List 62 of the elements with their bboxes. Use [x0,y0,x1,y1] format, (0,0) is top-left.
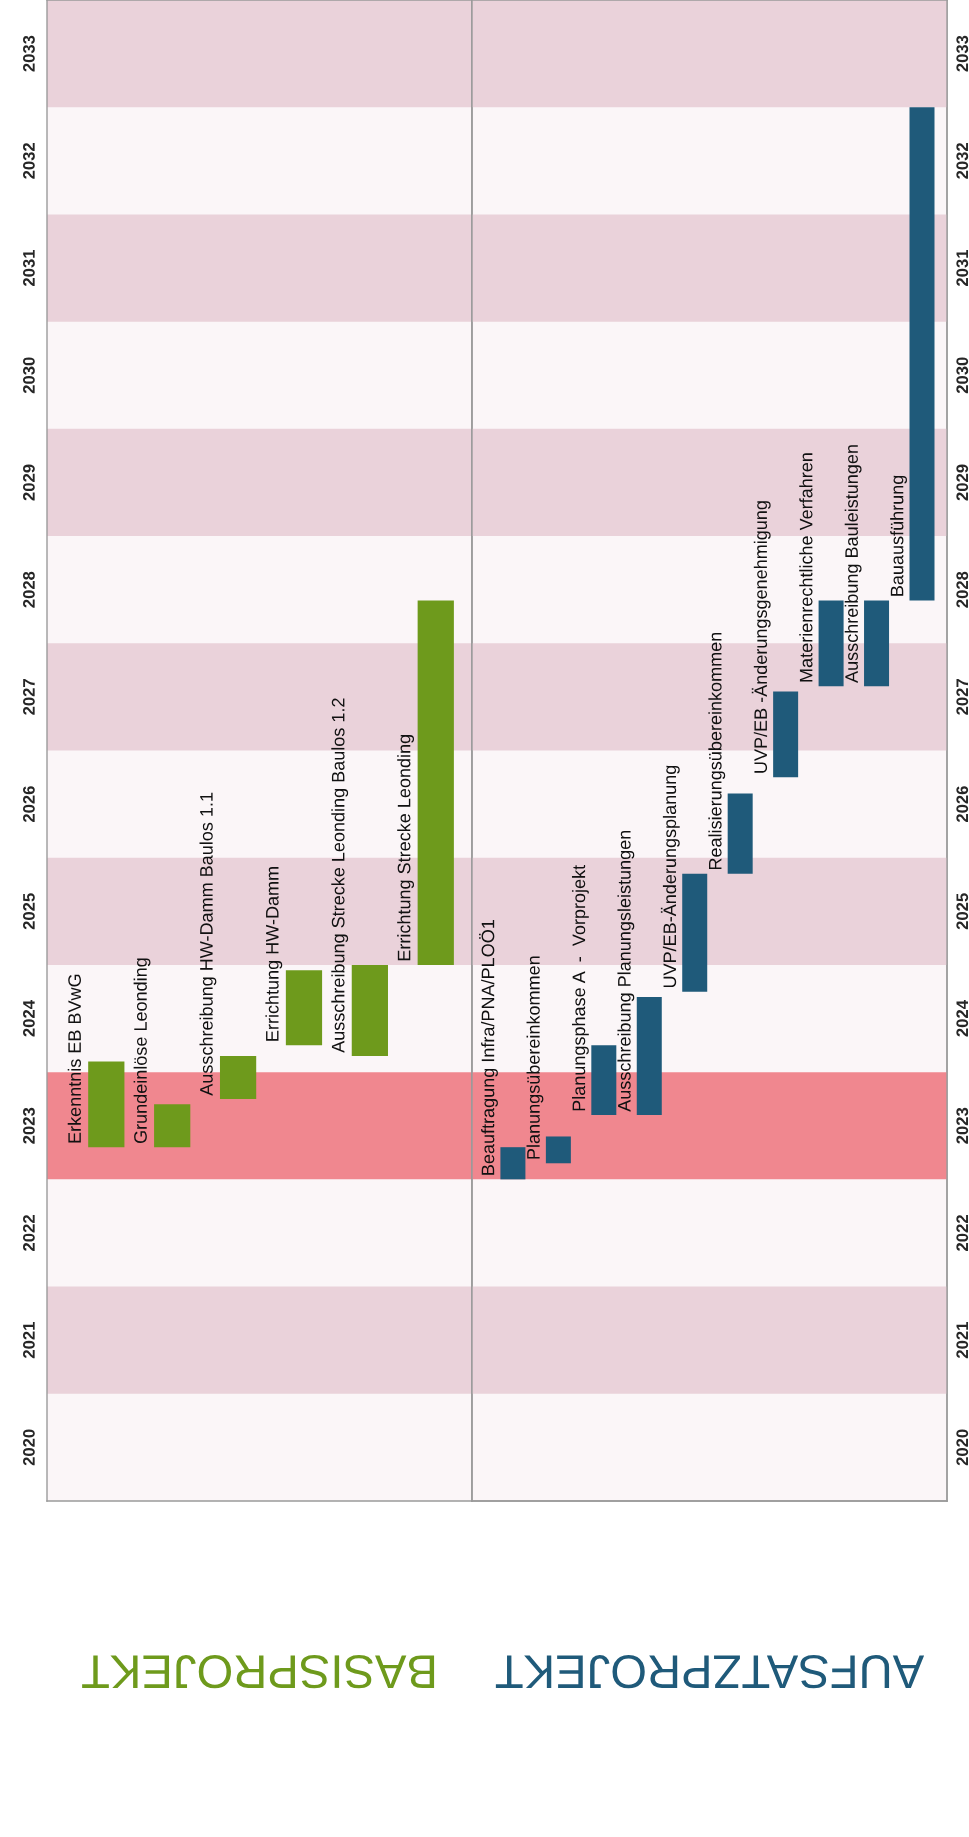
x-tick-label: Bauausführung [890,475,907,596]
y2-tick-label: 2023 [956,1107,969,1144]
y2-tick-label: 2025 [956,893,969,930]
y2-tick-label: 2026 [956,786,969,823]
bar [500,1147,526,1180]
y-tick-label: 2028 [23,571,35,608]
text: AUFSATZPROJEKT [495,1654,925,1689]
y2-tick-label: 2022 [956,1215,969,1251]
bar [909,107,935,601]
x-tick-label: Materienrechtliche Verfahren [799,453,813,682]
bar [636,997,662,1116]
x-tick-label: Errichtung HW-Damm [265,867,283,1041]
y2-tick-label: 2029 [956,464,969,501]
y-tick-label: 2025 [23,893,35,930]
x-tick-label: Beauftragung Infra/PNA/PLOÖ1 [479,920,498,1175]
y2-tick-label: 2027 [956,679,969,715]
bar [351,964,388,1057]
y2-tick-label: 2024 [956,1000,969,1037]
x-tick-label: Ausschreibung HW-Damm Baulos 1.1 [199,792,217,1096]
y-tick-label: 2032 [23,142,35,179]
bar [727,793,753,874]
x-tick-label: Erkenntnis EB BVwG [67,974,81,1143]
bar [154,1104,191,1148]
y2-tick-label: 2032 [956,142,969,179]
y2-tick-label: 2020 [956,1429,969,1466]
bar [545,1136,571,1164]
y2-tick-label: 2021 [956,1322,969,1359]
x-tick-label: Ausschreibung Bauleistungen [844,445,862,683]
y2-tick-label: 2033 [956,35,969,72]
bar [864,600,890,687]
y-tick-label: 2026 [23,786,35,823]
x-tick-label: Ausschreibung Strecke Leonding Baulos 1.2 [331,698,349,1053]
y-tick-label: 2027 [23,679,35,715]
bar [682,873,708,992]
y-tick-label: 2021 [23,1322,35,1359]
y-tick-label: 2031 [23,249,35,286]
bar [818,600,844,687]
y-tick-label: 2030 [23,357,35,394]
x-tick-label: Realisierungsübereinkommen [708,632,726,870]
y-tick-label: 2020 [23,1429,35,1466]
bar [773,691,799,778]
y-tick-label: 2024 [23,1000,35,1037]
x-tick-label: Ausschreibung Planungsleistungen [617,830,635,1112]
y2-tick-label: 2031 [956,249,969,286]
x-tick-label: UVP/EB-Änderungsplanung [660,765,680,988]
x-tick-label: Grundeinlöse Leonding [133,958,151,1144]
y-tick-label: 2022 [23,1215,35,1251]
x-tick-label: UVP/EB -Änderungsgenehmigung [751,501,771,773]
bar [285,970,323,1046]
text: BASISPROJEKT [82,1654,435,1689]
y-tick-label: 2033 [23,35,35,72]
x-tick-label: Planungsübereinkommen [526,956,544,1159]
bar [219,1056,257,1099]
y-tick-label: 2023 [23,1107,35,1144]
bar [417,600,454,965]
bar [591,1045,617,1116]
bar [88,1061,125,1148]
y2-tick-label: 2028 [956,571,969,608]
x-tick-label: Errichtung Strecke Leonding [397,735,415,961]
y2-tick-label: 2030 [956,357,969,394]
x-tick-label: Planungsphase A - Vorprojekt [571,865,589,1111]
y-tick-label: 2029 [23,464,35,501]
